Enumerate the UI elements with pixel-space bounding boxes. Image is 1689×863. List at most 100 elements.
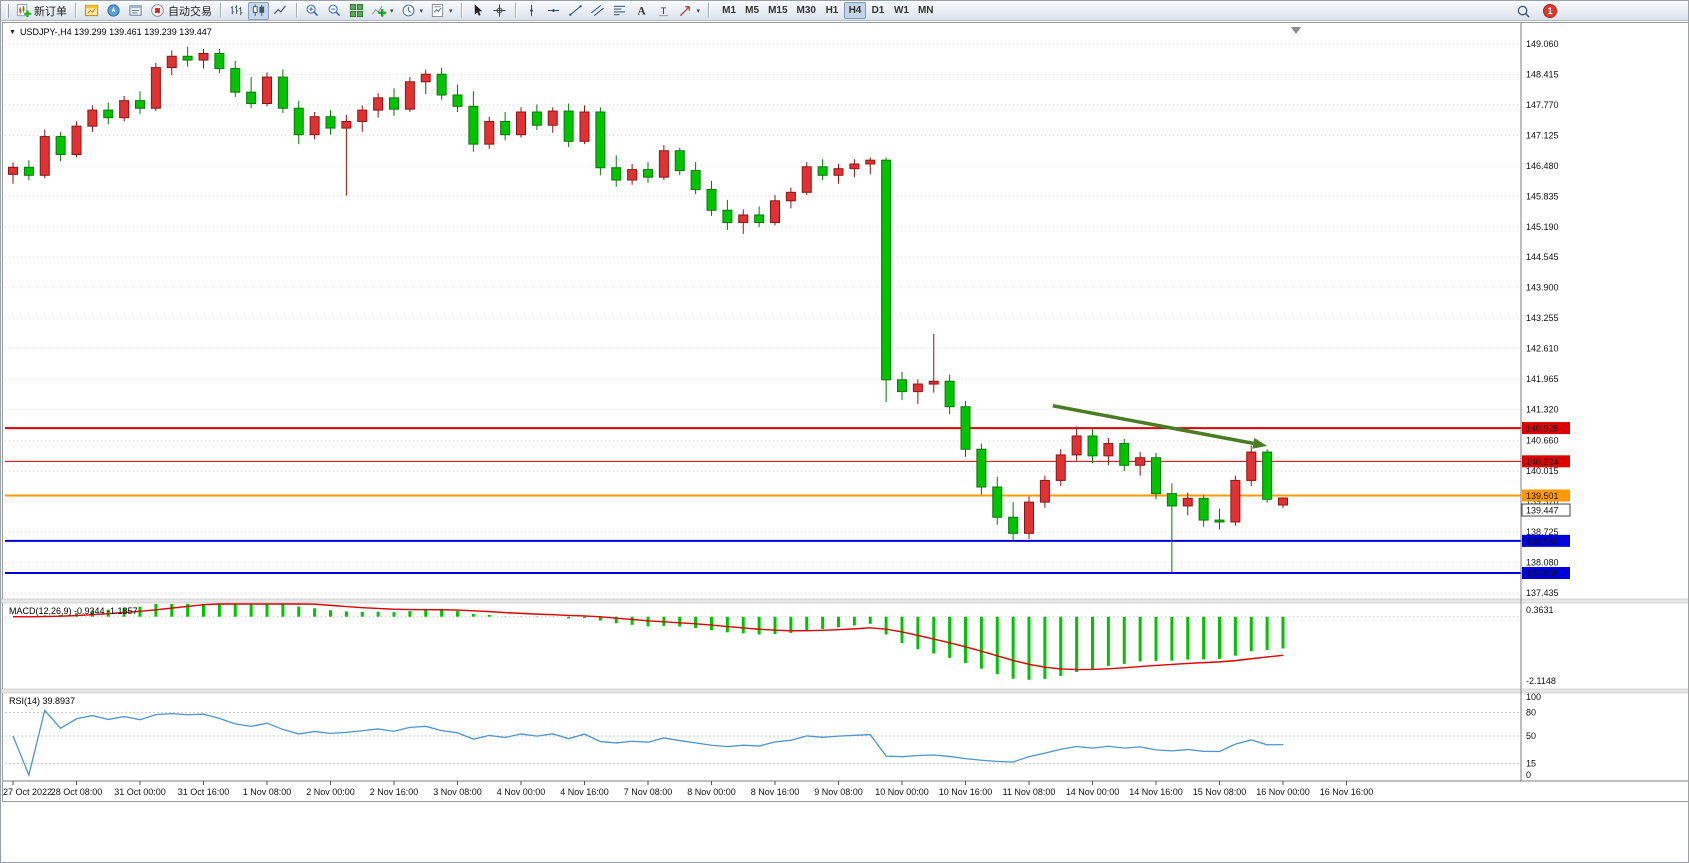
svg-text:143.255: 143.255 (1526, 313, 1559, 323)
line-chart-button[interactable] (270, 2, 291, 20)
zoom-in-button[interactable] (302, 2, 323, 20)
svg-text:7 Nov 08:00: 7 Nov 08:00 (624, 787, 673, 797)
navigator-button[interactable] (103, 2, 124, 20)
templates-button[interactable]: ▾ (427, 2, 456, 20)
svg-text:15 Nov 08:00: 15 Nov 08:00 (1193, 787, 1247, 797)
chart-shift-marker[interactable] (1291, 27, 1301, 34)
svg-text:T: T (660, 6, 666, 16)
svg-text:147.125: 147.125 (1526, 130, 1559, 140)
tile-windows-button[interactable] (346, 2, 367, 20)
toolbar-separator (75, 3, 76, 18)
timeframe-button-d1[interactable]: D1 (867, 2, 889, 19)
new-order-label: 新订单 (34, 5, 67, 18)
price-badge (1522, 567, 1570, 580)
label-tool-button[interactable]: T (653, 2, 674, 20)
trendline-tool-button[interactable] (565, 2, 586, 20)
price-badge (1522, 455, 1570, 468)
fibonacci-tool-button[interactable] (609, 2, 630, 20)
svg-text:142.610: 142.610 (1526, 344, 1559, 354)
svg-text:138.080: 138.080 (1526, 558, 1559, 568)
pane-separator-rsi[interactable] (1, 688, 1689, 694)
fibonacci-icon (613, 5, 625, 16)
svg-text:8 Nov 16:00: 8 Nov 16:00 (751, 787, 800, 797)
svg-text:9 Nov 08:00: 9 Nov 08:00 (814, 787, 863, 797)
timeframe-button-m1[interactable]: M1 (718, 2, 740, 19)
svg-text:14 Nov 16:00: 14 Nov 16:00 (1129, 787, 1183, 797)
svg-text:140.224: 140.224 (1526, 457, 1559, 467)
charts-window-button[interactable] (81, 2, 102, 20)
indicators-button[interactable]: ▾ (368, 2, 397, 20)
template-icon (431, 3, 444, 18)
periods-button[interactable]: ▾ (398, 2, 427, 20)
svg-text:2 Nov 00:00: 2 Nov 00:00 (306, 787, 355, 797)
svg-text:10 Nov 16:00: 10 Nov 16:00 (939, 787, 993, 797)
svg-text:31 Oct 16:00: 31 Oct 16:00 (178, 787, 230, 797)
svg-text:16 Nov 16:00: 16 Nov 16:00 (1320, 787, 1374, 797)
channel-icon (590, 4, 604, 17)
toolbar-separator (514, 3, 516, 18)
crosshair-icon (492, 4, 506, 17)
timeframe-button-mn[interactable]: MN (914, 2, 938, 19)
terminal-panel-button[interactable] (125, 2, 146, 20)
svg-text:139.501: 139.501 (1526, 491, 1559, 501)
channel-tool-button[interactable] (587, 2, 608, 20)
timeframe-button-m15[interactable]: M15 (764, 2, 791, 19)
zoom-out-button[interactable] (324, 2, 345, 20)
crosshair-button[interactable] (489, 2, 510, 20)
autotrading-button[interactable]: 自动交易 (147, 2, 215, 20)
svg-text:138.725: 138.725 (1526, 527, 1559, 537)
timeframe-button-m5[interactable]: M5 (741, 2, 763, 19)
toolbar-grip[interactable] (6, 3, 9, 18)
svg-text:146.480: 146.480 (1526, 161, 1559, 171)
new-order-button[interactable]: 新订单 (13, 2, 70, 20)
svg-text:140.660: 140.660 (1526, 436, 1559, 446)
dropdown-caret-icon: ▾ (390, 7, 394, 15)
price-badge (1522, 422, 1570, 435)
cursor-icon (474, 4, 482, 16)
candlestick-chart-button[interactable] (248, 1, 269, 20)
toolbar-separator (460, 3, 462, 18)
svg-text:140.928: 140.928 (1526, 424, 1559, 434)
svg-text:27 Oct 2022: 27 Oct 2022 (3, 787, 52, 797)
macd-histogram (27, 604, 1285, 680)
svg-text:11 Nov 08:00: 11 Nov 08:00 (1003, 787, 1056, 797)
price-axis[interactable]: 149.060 148.415 147.770 147.125 146.480 145.8… (1521, 39, 1571, 780)
timeframe-button-h1[interactable]: H1 (821, 2, 843, 19)
vertical-line-tool-button[interactable] (521, 2, 542, 20)
timeframe-button-m30[interactable]: M30 (793, 2, 820, 19)
line-chart-icon (273, 5, 286, 15)
bar-chart-icon (230, 5, 243, 16)
vertical-line-icon (529, 4, 533, 17)
horizontal-line-tool-button[interactable] (543, 2, 564, 20)
dropdown-caret-icon: ▾ (696, 7, 701, 15)
zoom-out-icon (328, 4, 341, 17)
svg-text:149.060: 149.060 (1526, 39, 1559, 49)
timeframe-button-h4[interactable]: H4 (843, 2, 866, 19)
dropdown-caret-icon: ▾ (419, 7, 424, 15)
text-tool-button[interactable]: A (631, 2, 652, 20)
navigator-icon (107, 4, 120, 17)
search-button[interactable] (1513, 2, 1534, 20)
notification-badge[interactable]: 1 (1543, 4, 1557, 18)
candles-layer (8, 46, 1288, 573)
indicators-icon (372, 6, 386, 17)
svg-text:140.015: 140.015 (1526, 466, 1559, 476)
autotrading-label: 自动交易 (168, 5, 212, 18)
cursor-button[interactable] (467, 2, 488, 20)
arrows-tool-button[interactable]: ▾ (675, 2, 704, 20)
chart-canvas[interactable]: 149.060 148.415 147.770 147.125 146.480 145.8… (1, 21, 1689, 863)
svg-text:141.320: 141.320 (1526, 405, 1559, 415)
trend-arrow[interactable] (1052, 404, 1254, 446)
timeframe-button-w1[interactable]: W1 (890, 2, 913, 19)
candlestick-chart-icon (252, 4, 265, 17)
bar-chart-button[interactable] (226, 2, 247, 20)
toolbar-separator (708, 3, 710, 18)
pane-separator-macd[interactable] (1, 598, 1689, 604)
main-toolbar: 新订单 自动交易 (1, 1, 1688, 21)
text-icon: A (637, 5, 646, 17)
toolbar-separator (220, 3, 221, 18)
trendline-icon (568, 5, 582, 16)
trend-arrow-head[interactable] (1252, 437, 1268, 449)
